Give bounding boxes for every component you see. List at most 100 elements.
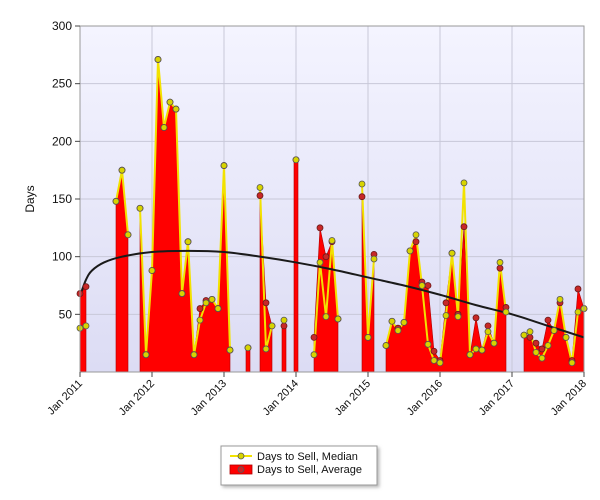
- y-tick-label: 200: [52, 134, 72, 148]
- median-point: [484, 328, 492, 336]
- median-point: [136, 204, 144, 212]
- median-point: [178, 290, 186, 297]
- median-point: [358, 180, 366, 188]
- x-tick-label: Jan 2013: [189, 378, 229, 418]
- median-point: [574, 308, 582, 316]
- average-point: [256, 192, 264, 199]
- median-point: [322, 313, 330, 321]
- median-point: [502, 308, 510, 316]
- median-point: [460, 179, 468, 187]
- average-area-segment: [245, 347, 251, 372]
- trend-line-series: [80, 249, 584, 339]
- average-point: [532, 339, 540, 347]
- median-point: [160, 124, 168, 131]
- median-point: [220, 162, 228, 169]
- y-tick-label: 50: [59, 307, 73, 321]
- average-point: [526, 333, 534, 341]
- median-point: [472, 345, 480, 353]
- average-point: [538, 345, 546, 353]
- median-point: [166, 98, 174, 106]
- x-tick-label: Jan 2014: [261, 378, 301, 418]
- average-point: [574, 285, 582, 293]
- median-point: [226, 346, 234, 354]
- average-area-segment: [281, 325, 287, 372]
- median-point: [394, 327, 402, 334]
- average-point: [280, 322, 288, 330]
- median-point: [256, 184, 264, 191]
- median-point: [214, 305, 222, 312]
- median-point: [430, 357, 438, 364]
- median-point: [490, 339, 498, 347]
- y-tick-label: 100: [52, 250, 72, 264]
- median-point: [196, 316, 204, 324]
- median-point: [310, 351, 318, 359]
- legend-median-label: Days to Sell, Median: [257, 451, 358, 463]
- x-tick-label: Jan 2015: [333, 378, 373, 418]
- legend-median-marker: [237, 452, 245, 460]
- average-point: [496, 264, 504, 272]
- average-area-segment: [259, 195, 273, 372]
- median-point: [436, 359, 444, 367]
- x-tick-label: Jan 2017: [477, 378, 517, 418]
- median-point: [556, 295, 564, 303]
- legend-average-label: Days to Sell, Average: [257, 464, 362, 476]
- median-point: [280, 316, 288, 324]
- median-point: [568, 359, 576, 367]
- average-point: [322, 253, 330, 261]
- median-point: [172, 105, 180, 113]
- average-point: [424, 282, 432, 289]
- median-point: [478, 346, 486, 354]
- median-point: [400, 319, 408, 326]
- median-point: [142, 351, 150, 359]
- median-point: [454, 313, 462, 321]
- median-line-segment: [139, 59, 231, 355]
- average-point: [358, 193, 366, 201]
- median-point: [334, 315, 342, 323]
- average-point: [262, 299, 270, 307]
- average-point: [460, 223, 468, 231]
- legend-average-marker: [237, 466, 245, 473]
- median-point: [154, 56, 162, 63]
- median-point: [292, 156, 300, 164]
- median-point: [562, 333, 570, 341]
- median-point: [412, 231, 420, 239]
- median-point: [316, 259, 324, 266]
- average-point: [484, 322, 492, 330]
- y-axis-ticks: 50 100 150 200 250 300: [52, 19, 80, 321]
- median-point: [208, 295, 216, 303]
- y-axis-title: Days: [23, 185, 37, 212]
- median-point: [406, 247, 414, 255]
- median-point: [244, 344, 252, 352]
- median-point: [544, 342, 552, 349]
- average-area-segment: [293, 159, 299, 372]
- trend-line: [80, 249, 584, 339]
- median-point: [268, 322, 276, 330]
- median-point: [424, 340, 432, 348]
- x-axis-ticks: Jan 2011 Jan 2012 Jan 2013 Jan 2014 Jan 2015…: [45, 372, 589, 418]
- average-point: [82, 283, 90, 291]
- x-tick-label: Jan 2011: [45, 378, 85, 418]
- median-point: [262, 345, 270, 353]
- median-point: [496, 259, 504, 266]
- average-point: [442, 299, 450, 307]
- median-point: [202, 299, 210, 307]
- average-point: [412, 238, 420, 246]
- x-tick-label: Jan 2018: [549, 378, 589, 418]
- x-tick-label: Jan 2012: [117, 378, 157, 418]
- y-tick-label: 300: [52, 19, 72, 33]
- median-point: [328, 237, 336, 244]
- median-point: [526, 328, 534, 336]
- median-point: [520, 331, 528, 339]
- average-point: [544, 316, 552, 324]
- median-point: [190, 351, 198, 359]
- average-point: [472, 314, 480, 322]
- legend-item-average: Days to Sell, Average: [229, 464, 362, 476]
- median-point: [418, 282, 426, 289]
- median-markers: [76, 56, 588, 367]
- median-point: [118, 166, 126, 174]
- median-point: [532, 348, 540, 356]
- median-point: [364, 333, 372, 341]
- median-point: [124, 231, 132, 239]
